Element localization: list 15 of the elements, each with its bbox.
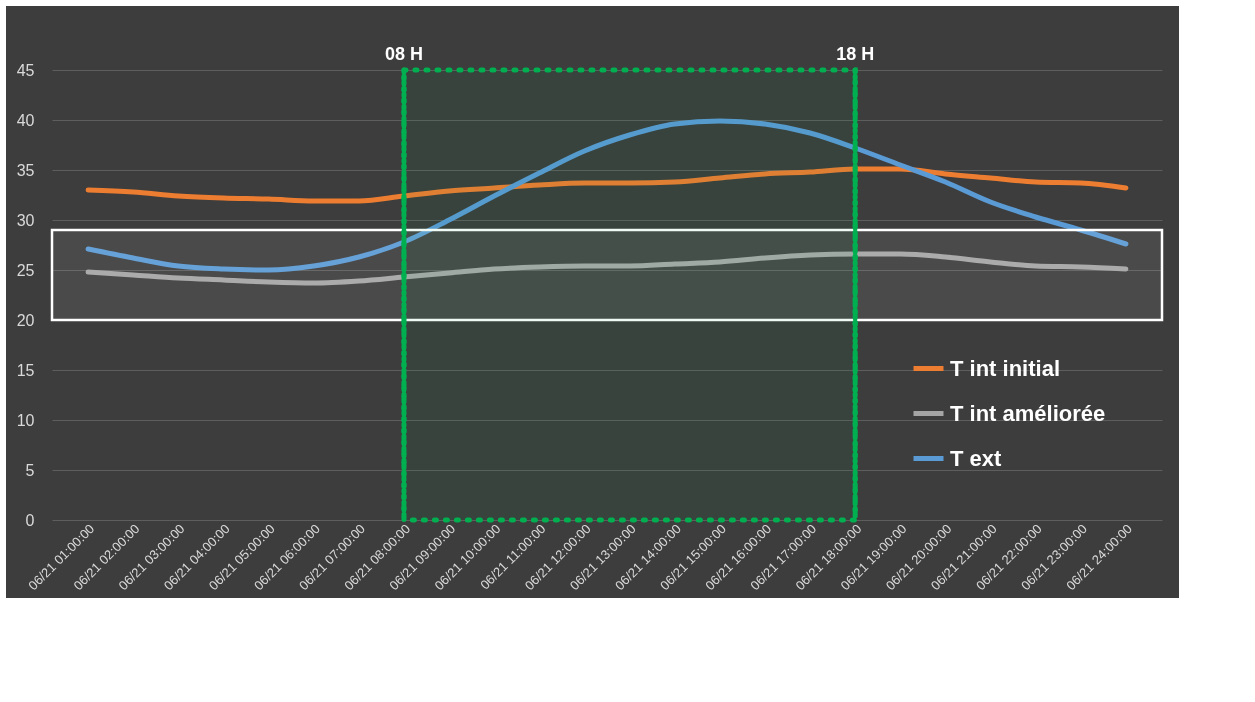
legend-label: T ext [950, 445, 1003, 471]
y-tick-label: 5 [25, 461, 35, 479]
y-tick-label: 25 [16, 261, 35, 279]
y-tick-label: 15 [16, 361, 35, 379]
y-tick-label: 0 [25, 511, 35, 529]
ref-line-label: 08 H [384, 44, 423, 64]
y-tick-label: 10 [16, 411, 35, 429]
y-tick-label: 40 [16, 111, 35, 129]
legend-label: T int améliorée [950, 400, 1106, 426]
y-tick-label: 35 [16, 161, 35, 179]
y-tick-label: 30 [16, 211, 35, 229]
y-tick-label: 20 [16, 311, 35, 329]
y-tick-label: 45 [16, 61, 35, 79]
ref-line-label: 18 H [836, 44, 875, 64]
legend-label: T int initial [950, 355, 1060, 381]
